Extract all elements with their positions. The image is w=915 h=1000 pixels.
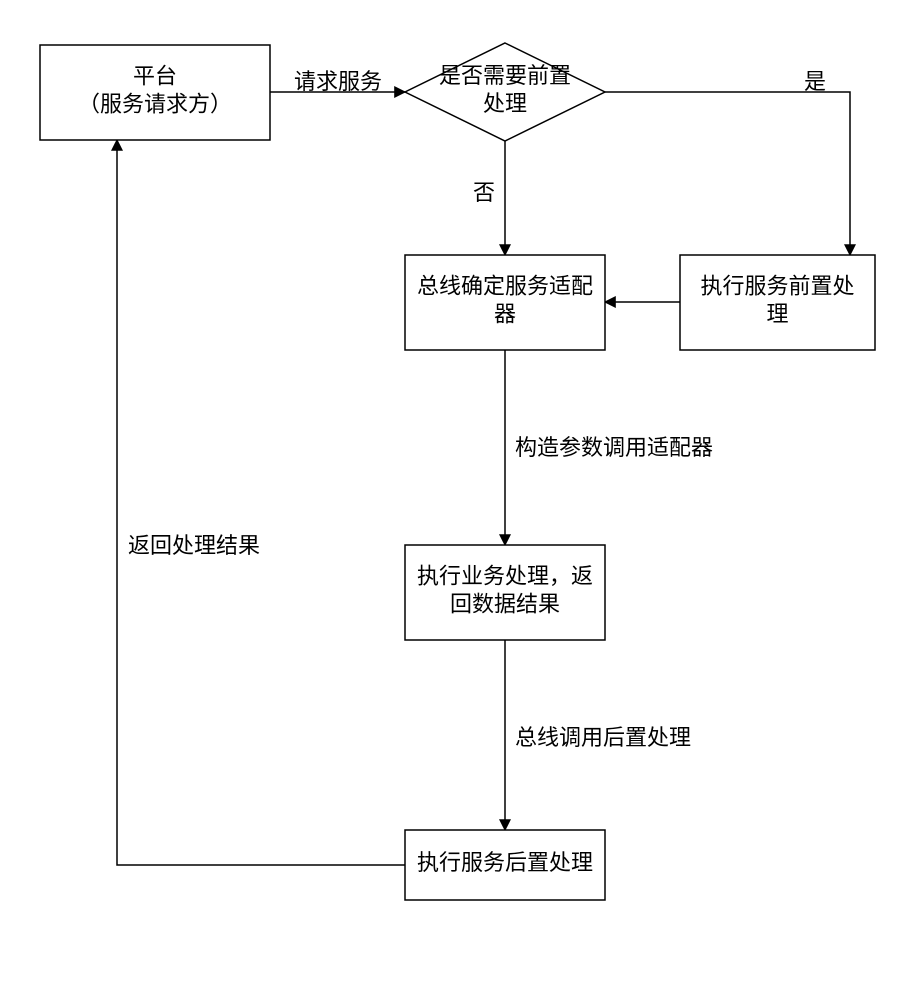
- edge-label: 是: [804, 69, 826, 94]
- edge-label: 返回处理结果: [128, 533, 260, 558]
- node-bus: 总线确定服务适配器: [405, 255, 605, 350]
- node-label: 器: [494, 302, 516, 327]
- node-label: 执行服务后置处理: [417, 850, 593, 875]
- node-platform: 平台 （服务请求方）: [40, 45, 270, 140]
- edge-label: 总线调用后置处理: [515, 725, 691, 750]
- node-post: 执行服务后置处理: [405, 830, 605, 900]
- edge-label: 构造参数调用适配器: [515, 435, 713, 460]
- node-label: （服务请求方）: [78, 92, 232, 117]
- node-label: 平台: [133, 64, 177, 89]
- node-label: 执行服务前置处: [700, 274, 854, 299]
- edge: [117, 140, 405, 865]
- edge: [605, 92, 850, 255]
- node-decision: 是否需要前置处理: [405, 43, 605, 141]
- node-label: 总线确定服务适配: [417, 274, 593, 299]
- node-label: 理: [766, 302, 788, 327]
- edge-label: 请求服务: [294, 69, 382, 94]
- node-label: 处理: [483, 91, 527, 116]
- node-label: 回数据结果: [450, 592, 560, 617]
- flowchart-canvas: 请求服务 是否构造参数调用适配器总线调用后置处理 返回处理结果 平台 （服务请求方） 是否…: [0, 0, 915, 1000]
- node-pre: 执行服务前置处理: [680, 255, 875, 350]
- edge-label: 否: [473, 180, 495, 205]
- node-label: 是否需要前置: [439, 63, 571, 88]
- node-label: 执行业务处理，返: [417, 564, 593, 589]
- node-exec: 执行业务处理，返回数据结果: [405, 545, 605, 640]
